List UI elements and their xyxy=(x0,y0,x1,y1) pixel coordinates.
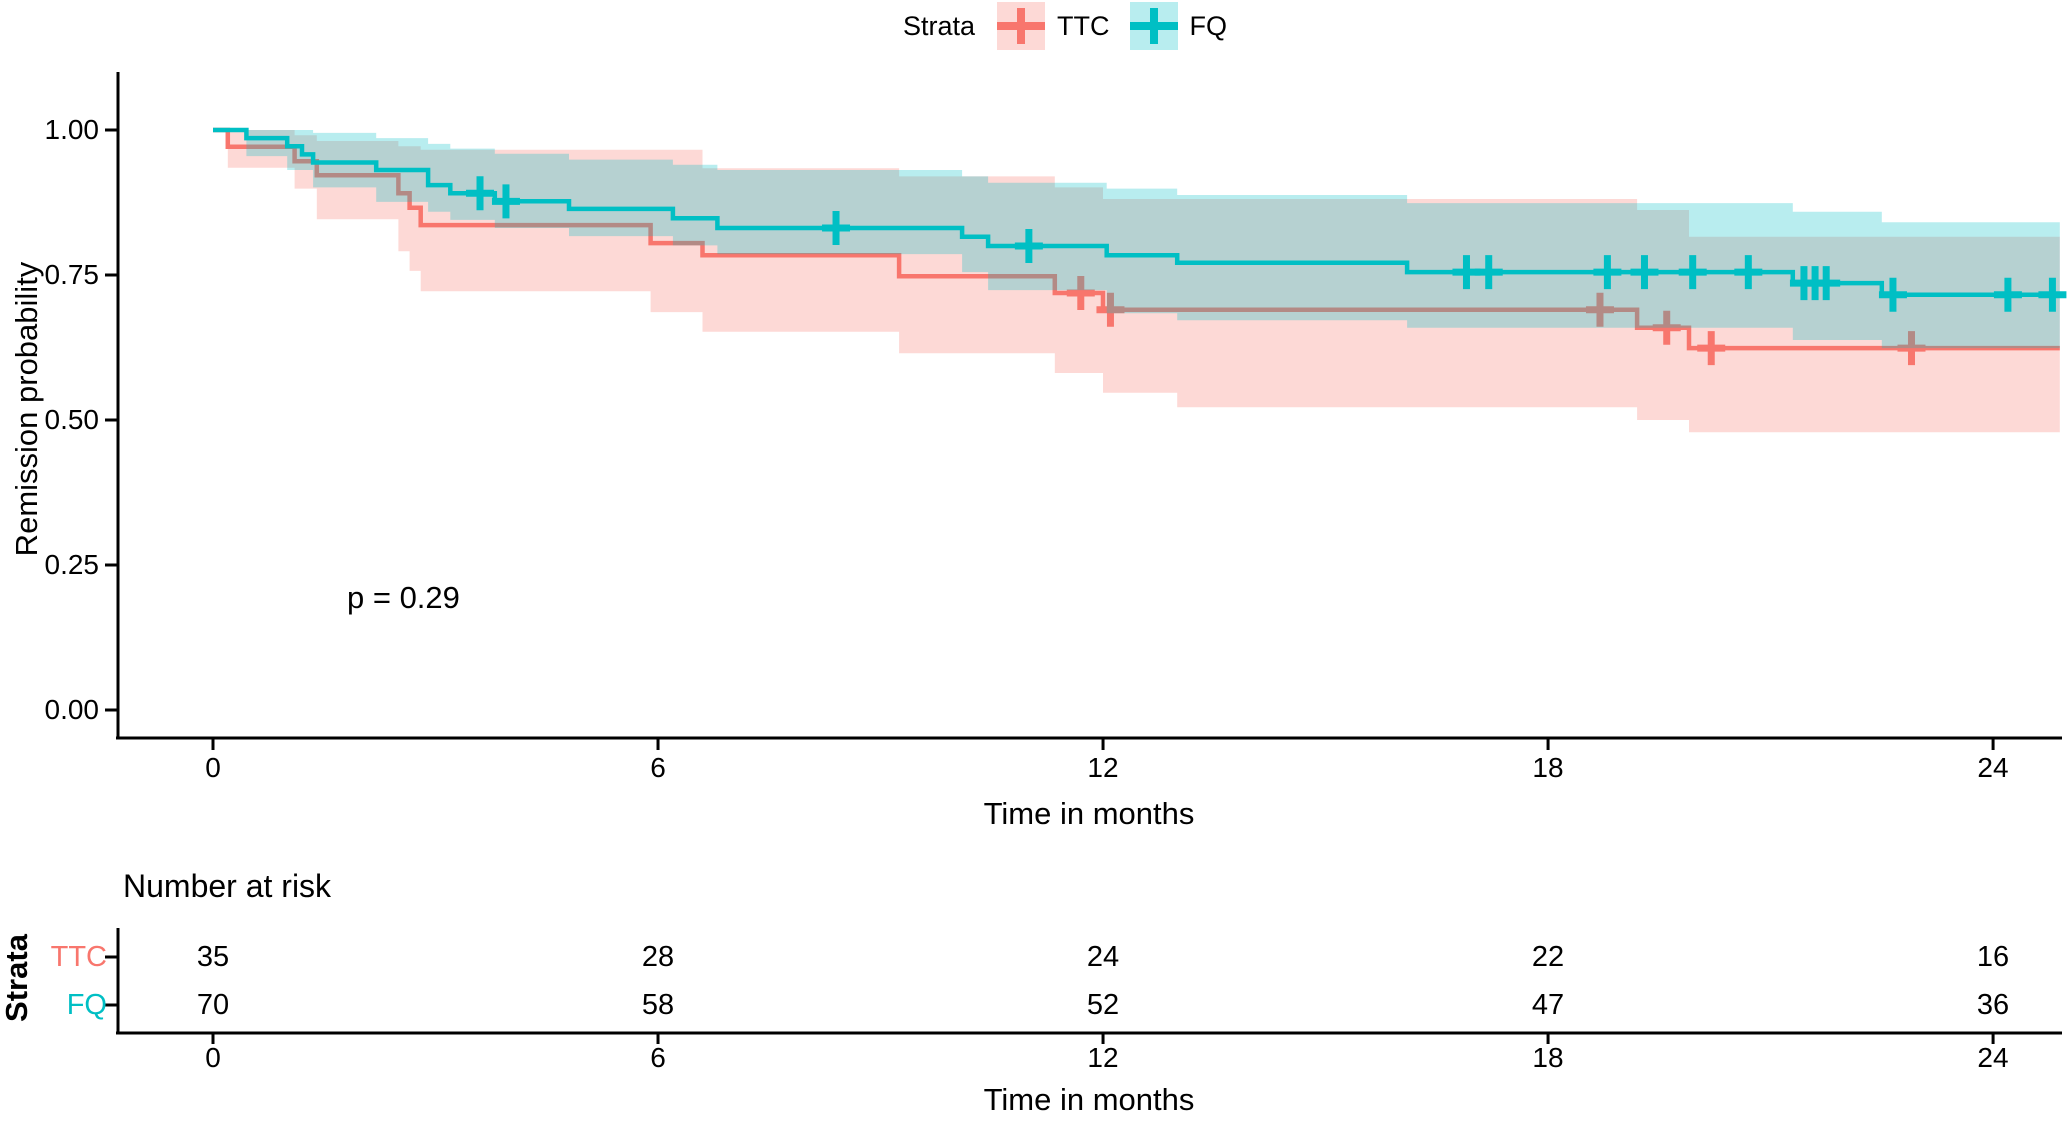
risk-count-fq-18: 47 xyxy=(1531,989,1565,1021)
risk-x-tick-label: 24 xyxy=(1977,1042,2009,1073)
risk-table-title: Number at risk xyxy=(123,868,332,904)
x-tick-label: 24 xyxy=(1977,752,2009,783)
axes xyxy=(105,72,2062,1044)
legend: Strata TTC FQ xyxy=(903,0,1247,52)
fq-censor-marks xyxy=(466,176,2067,312)
risk-count-fq-0: 70 xyxy=(196,989,230,1021)
x-tick-label: 18 xyxy=(1532,752,1564,783)
risk-table-strata-label: Strata xyxy=(0,934,34,1022)
legend-swatch-ttc xyxy=(997,2,1046,50)
risk-count-fq-24: 36 xyxy=(1976,989,2010,1021)
fq-survival-curve xyxy=(213,127,2060,297)
risk-count-ttc-12: 24 xyxy=(1086,941,1120,973)
y-tick-label: 0.75 xyxy=(44,259,100,290)
y-tick-label: 1.00 xyxy=(44,114,100,145)
risk-count-ttc-18: 22 xyxy=(1531,941,1565,973)
censor-plus-icon xyxy=(1129,2,1178,50)
legend-title: Strata xyxy=(903,10,976,41)
x-tick-label: 6 xyxy=(650,752,666,783)
risk-count-fq-6: 58 xyxy=(641,989,675,1021)
ttc-censor-marks xyxy=(1066,275,1926,366)
risk-x-tick-label: 6 xyxy=(650,1042,666,1073)
fq-confidence-band xyxy=(246,130,2060,349)
censor-plus-icon xyxy=(997,2,1046,50)
y-tick-label: 0.25 xyxy=(44,549,100,580)
pvalue-annotation: p = 0.29 xyxy=(347,580,460,615)
risk-count-ttc-24: 16 xyxy=(1976,941,2010,973)
ttc-confidence-band xyxy=(227,130,2060,433)
x-tick-label: 12 xyxy=(1087,752,1119,783)
legend-swatch-fq xyxy=(1129,2,1178,50)
risk-count-ttc-6: 28 xyxy=(641,941,675,973)
x-tick-label: 0 xyxy=(205,752,221,783)
risk-row-label-ttc: TTC xyxy=(50,941,107,973)
legend-label-fq: FQ xyxy=(1189,10,1228,41)
risk-x-axis-title: Time in months xyxy=(983,1082,1195,1117)
risk-count-ttc-0: 35 xyxy=(196,941,230,973)
risk-x-tick-label: 18 xyxy=(1532,1042,1564,1073)
x-axis-title: Time in months xyxy=(983,796,1195,831)
risk-x-tick-label: 12 xyxy=(1087,1042,1119,1073)
y-tick-label: 0.00 xyxy=(44,694,100,725)
risk-count-fq-12: 52 xyxy=(1086,989,1120,1021)
legend-label-ttc: TTC xyxy=(1057,10,1110,41)
risk-row-label-fq: FQ xyxy=(66,989,107,1021)
y-tick-label: 0.50 xyxy=(44,404,100,435)
risk-x-tick-label: 0 xyxy=(205,1042,221,1073)
ttc-survival-curve xyxy=(213,127,2060,351)
